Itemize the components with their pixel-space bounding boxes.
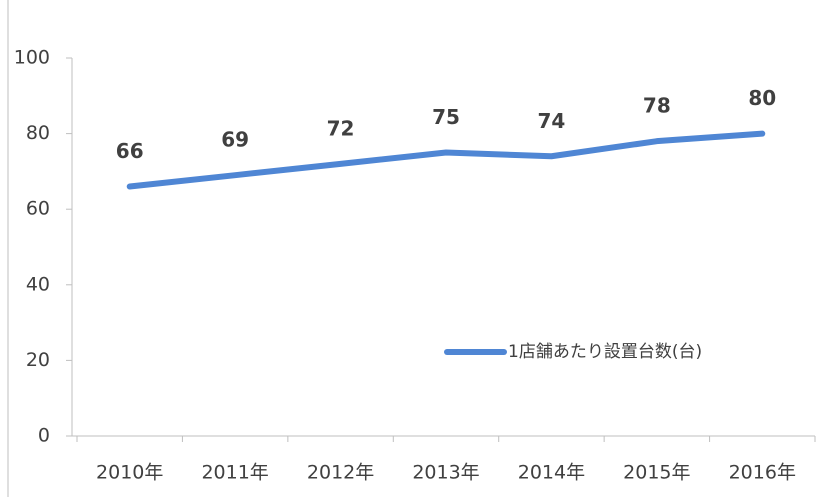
y-tick-label: 100 xyxy=(14,47,50,69)
y-tick-label: 40 xyxy=(26,273,50,295)
data-label: 80 xyxy=(748,86,776,110)
legend-label: 1店舗あたり設置台数(台) xyxy=(508,342,702,362)
y-tick-label: 80 xyxy=(26,122,50,144)
data-label: 72 xyxy=(327,116,355,140)
x-tick-label: 2012年 xyxy=(307,462,374,484)
series-line xyxy=(126,130,766,190)
x-tick-label: 2010年 xyxy=(96,462,163,484)
data-label: 74 xyxy=(538,109,566,133)
x-tick-label: 2016年 xyxy=(729,462,796,484)
x-tick-label: 2014年 xyxy=(518,462,585,484)
data-label: 66 xyxy=(116,139,144,163)
y-tick-label: 60 xyxy=(26,198,50,220)
x-tick-label: 2015年 xyxy=(623,462,690,484)
data-label: 75 xyxy=(432,105,460,129)
y-tick-label: 0 xyxy=(38,425,50,447)
y-tick-label: 20 xyxy=(26,349,50,371)
data-label: 69 xyxy=(221,128,249,152)
x-tick-label: 2011年 xyxy=(201,462,268,484)
data-label: 78 xyxy=(643,94,671,118)
x-tick-label: 2013年 xyxy=(412,462,479,484)
